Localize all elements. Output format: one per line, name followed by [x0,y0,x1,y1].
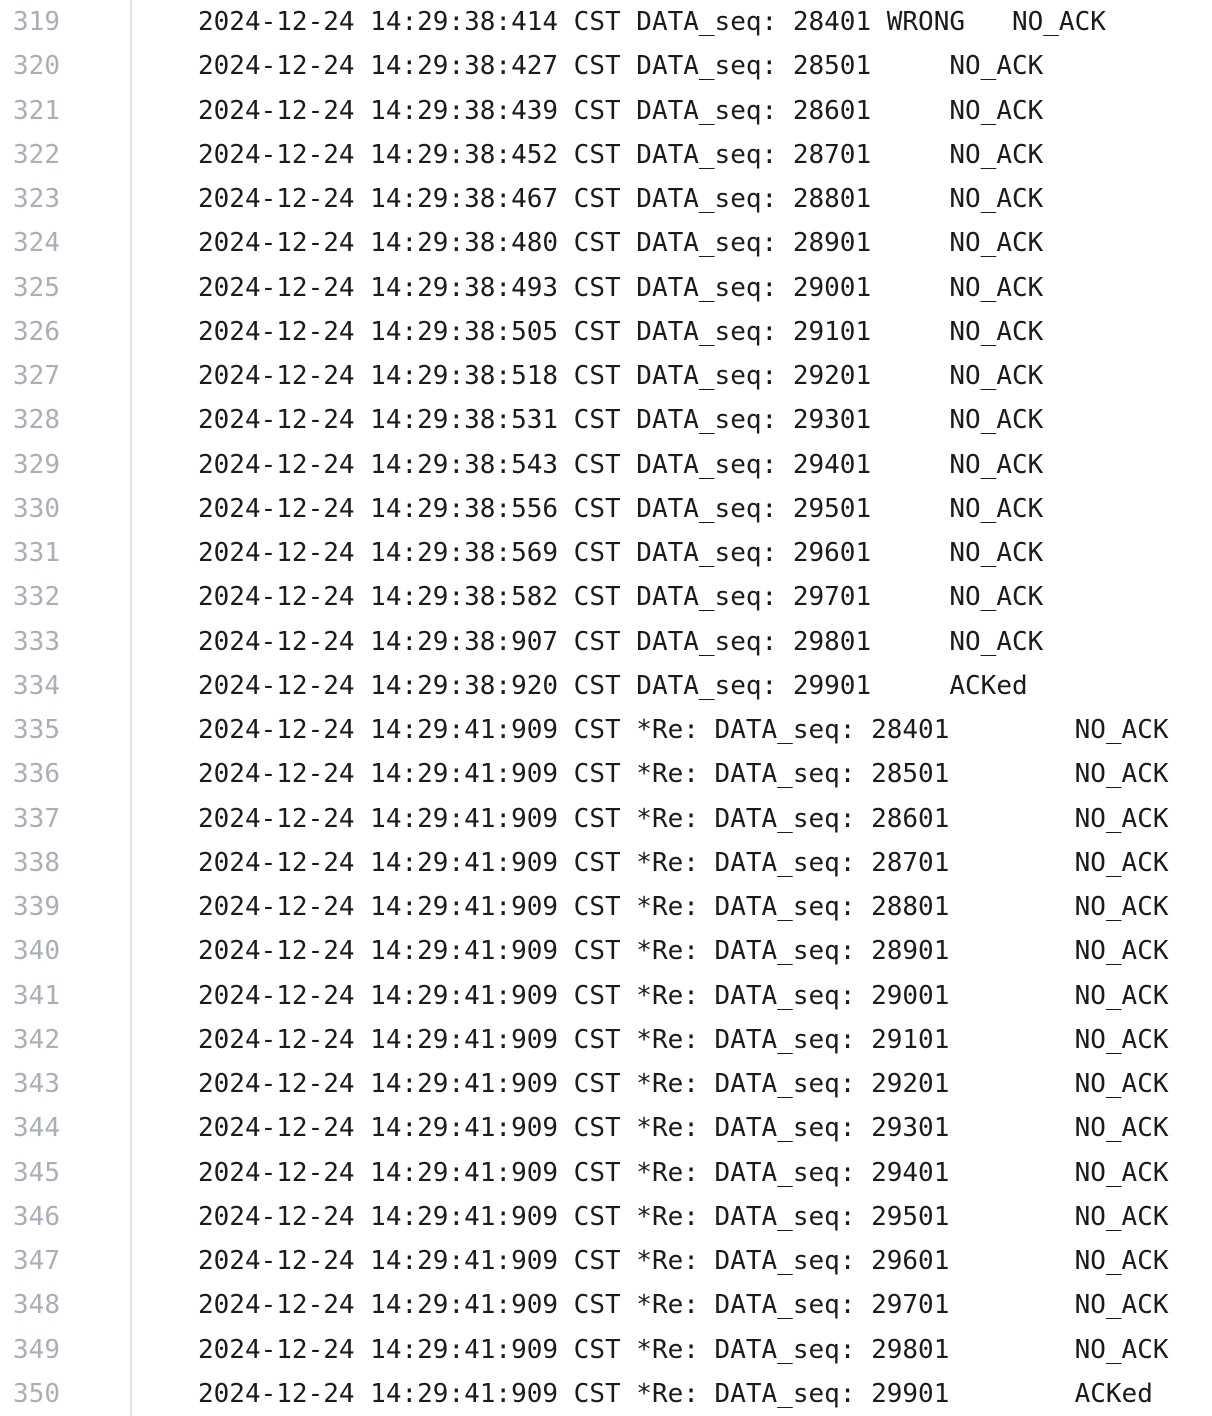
line-number: 340 [13,936,60,967]
line-text: 2024-12-24 14:29:41:909 CST *Re: DATA_se… [198,1334,1169,1365]
line-number: 328 [13,405,60,436]
log-line: 326 2024-12-24 14:29:38:505 CST DATA_seq… [0,310,1212,354]
line-number: 338 [13,847,60,878]
line-text: 2024-12-24 14:29:41:909 CST *Re: DATA_se… [198,1157,1169,1188]
log-line: 337 2024-12-24 14:29:41:909 CST *Re: DAT… [0,797,1212,841]
line-text: 2024-12-24 14:29:41:909 CST *Re: DATA_se… [198,1290,1169,1321]
line-number: 322 [13,139,60,170]
line-text: 2024-12-24 14:29:41:909 CST *Re: DATA_se… [198,803,1169,834]
log-line: 341 2024-12-24 14:29:41:909 CST *Re: DAT… [0,974,1212,1018]
line-text: 2024-12-24 14:29:38:505 CST DATA_seq: 29… [198,316,1044,347]
line-text: 2024-12-24 14:29:38:480 CST DATA_seq: 28… [198,228,1044,259]
line-number: 342 [13,1024,60,1055]
line-text: 2024-12-24 14:29:38:493 CST DATA_seq: 29… [198,272,1044,303]
log-line: 339 2024-12-24 14:29:41:909 CST *Re: DAT… [0,885,1212,929]
line-number: 321 [13,95,60,126]
line-number: 350 [13,1378,60,1409]
line-text: 2024-12-24 14:29:41:909 CST *Re: DATA_se… [198,980,1169,1011]
line-text: 2024-12-24 14:29:41:909 CST *Re: DATA_se… [198,1113,1169,1144]
line-number: 349 [13,1334,60,1365]
line-text: 2024-12-24 14:29:38:452 CST DATA_seq: 28… [198,139,1044,170]
log-line: 344 2024-12-24 14:29:41:909 CST *Re: DAT… [0,1106,1212,1150]
line-text: 2024-12-24 14:29:38:569 CST DATA_seq: 29… [198,538,1044,568]
line-number: 348 [13,1290,60,1321]
log-line: 325 2024-12-24 14:29:38:493 CST DATA_seq… [0,266,1212,310]
log-line: 319 2024-12-24 14:29:38:414 CST DATA_seq… [0,0,1212,44]
log-line: 343 2024-12-24 14:29:41:909 CST *Re: DAT… [0,1062,1212,1106]
line-number: 346 [13,1201,60,1232]
line-text: 2024-12-24 14:29:38:427 CST DATA_seq: 28… [198,51,1044,82]
line-number: 327 [13,361,60,391]
line-text: 2024-12-24 14:29:38:414 CST DATA_seq: 28… [198,7,1106,37]
line-text: 2024-12-24 14:29:41:909 CST *Re: DATA_se… [198,1378,1153,1409]
line-number: 325 [13,272,60,303]
line-text: 2024-12-24 14:29:38:582 CST DATA_seq: 29… [198,582,1044,613]
log-line: 335 2024-12-24 14:29:41:909 CST *Re: DAT… [0,708,1212,752]
line-number: 326 [13,316,60,347]
log-line: 348 2024-12-24 14:29:41:909 CST *Re: DAT… [0,1283,1212,1327]
line-number: 323 [13,184,60,214]
line-text: 2024-12-24 14:29:38:543 CST DATA_seq: 29… [198,449,1044,480]
line-number: 343 [13,1069,60,1099]
gutter-divider [130,0,132,1416]
line-text: 2024-12-24 14:29:41:909 CST *Re: DATA_se… [198,936,1169,967]
log-line: 334 2024-12-24 14:29:38:920 CST DATA_seq… [0,664,1212,708]
log-line: 349 2024-12-24 14:29:41:909 CST *Re: DAT… [0,1328,1212,1372]
line-text: 2024-12-24 14:29:41:909 CST *Re: DATA_se… [198,1201,1169,1232]
log-line: 350 2024-12-24 14:29:41:909 CST *Re: DAT… [0,1372,1212,1416]
log-line: 342 2024-12-24 14:29:41:909 CST *Re: DAT… [0,1018,1212,1062]
line-text: 2024-12-24 14:29:41:909 CST *Re: DATA_se… [198,1069,1169,1099]
line-text: 2024-12-24 14:29:38:467 CST DATA_seq: 28… [198,184,1044,214]
line-text: 2024-12-24 14:29:38:907 CST DATA_seq: 29… [198,626,1044,657]
line-text: 2024-12-24 14:29:38:518 CST DATA_seq: 29… [198,361,1044,391]
line-text: 2024-12-24 14:29:38:531 CST DATA_seq: 29… [198,405,1044,436]
line-text: 2024-12-24 14:29:38:439 CST DATA_seq: 28… [198,95,1044,126]
log-line: 340 2024-12-24 14:29:41:909 CST *Re: DAT… [0,929,1212,973]
line-number: 320 [13,51,60,82]
log-line: 347 2024-12-24 14:29:41:909 CST *Re: DAT… [0,1239,1212,1283]
line-text: 2024-12-24 14:29:41:909 CST *Re: DATA_se… [198,892,1169,922]
log-line: 336 2024-12-24 14:29:41:909 CST *Re: DAT… [0,752,1212,796]
line-number: 335 [13,715,60,745]
line-text: 2024-12-24 14:29:38:920 CST DATA_seq: 29… [198,670,1028,701]
line-number: 337 [13,803,60,834]
log-line: 333 2024-12-24 14:29:38:907 CST DATA_seq… [0,620,1212,664]
line-text: 2024-12-24 14:29:41:909 CST *Re: DATA_se… [198,759,1169,790]
line-number: 332 [13,582,60,613]
line-text: 2024-12-24 14:29:38:556 CST DATA_seq: 29… [198,493,1044,524]
log-line: 329 2024-12-24 14:29:38:543 CST DATA_seq… [0,443,1212,487]
line-number: 344 [13,1113,60,1144]
line-text: 2024-12-24 14:29:41:909 CST *Re: DATA_se… [198,847,1169,878]
line-number: 334 [13,670,60,701]
line-text: 2024-12-24 14:29:41:909 CST *Re: DATA_se… [198,1024,1169,1055]
line-number: 319 [13,7,60,37]
line-number: 341 [13,980,60,1011]
log-line: 320 2024-12-24 14:29:38:427 CST DATA_seq… [0,44,1212,88]
line-text: 2024-12-24 14:29:41:909 CST *Re: DATA_se… [198,715,1169,745]
log-line: 345 2024-12-24 14:29:41:909 CST *Re: DAT… [0,1151,1212,1195]
log-line: 346 2024-12-24 14:29:41:909 CST *Re: DAT… [0,1195,1212,1239]
log-line: 330 2024-12-24 14:29:38:556 CST DATA_seq… [0,487,1212,531]
log-line: 324 2024-12-24 14:29:38:480 CST DATA_seq… [0,221,1212,265]
log-line: 323 2024-12-24 14:29:38:467 CST DATA_seq… [0,177,1212,221]
line-number: 336 [13,759,60,790]
line-number: 345 [13,1157,60,1188]
log-line: 322 2024-12-24 14:29:38:452 CST DATA_seq… [0,133,1212,177]
line-number: 333 [13,626,60,657]
line-number: 330 [13,493,60,524]
log-line: 321 2024-12-24 14:29:38:439 CST DATA_seq… [0,89,1212,133]
line-number: 331 [13,538,60,568]
line-number: 329 [13,449,60,480]
line-number: 324 [13,228,60,259]
log-line: 327 2024-12-24 14:29:38:518 CST DATA_seq… [0,354,1212,398]
log-line: 332 2024-12-24 14:29:38:582 CST DATA_seq… [0,575,1212,619]
log-line: 338 2024-12-24 14:29:41:909 CST *Re: DAT… [0,841,1212,885]
log-line: 331 2024-12-24 14:29:38:569 CST DATA_seq… [0,531,1212,575]
line-text: 2024-12-24 14:29:41:909 CST *Re: DATA_se… [198,1246,1169,1276]
line-number: 347 [13,1246,60,1276]
line-number: 339 [13,892,60,922]
log-line: 328 2024-12-24 14:29:38:531 CST DATA_seq… [0,398,1212,442]
